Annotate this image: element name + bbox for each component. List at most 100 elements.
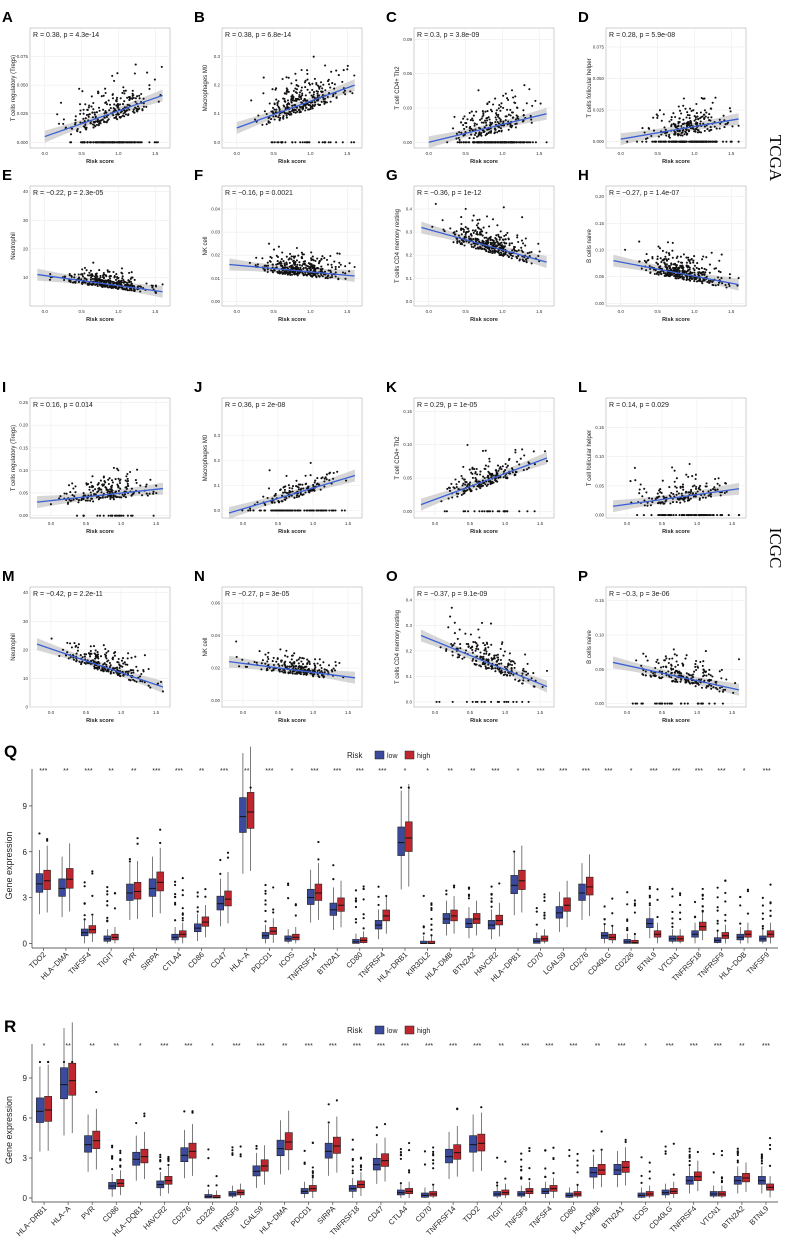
data-point bbox=[498, 117, 501, 120]
data-point bbox=[511, 471, 514, 474]
data-point bbox=[631, 702, 634, 705]
data-point bbox=[86, 496, 89, 500]
data-point bbox=[105, 651, 108, 654]
data-point bbox=[719, 122, 722, 125]
panel-letter: A bbox=[2, 9, 13, 26]
data-point bbox=[323, 477, 326, 480]
data-point bbox=[81, 656, 84, 659]
data-point bbox=[321, 509, 324, 512]
data-point bbox=[474, 132, 477, 135]
data-point bbox=[678, 266, 681, 269]
data-point bbox=[484, 134, 487, 137]
data-point bbox=[497, 113, 500, 116]
data-point bbox=[459, 242, 462, 245]
data-point bbox=[479, 245, 482, 249]
data-point bbox=[675, 277, 678, 280]
data-point bbox=[289, 110, 292, 113]
data-point bbox=[468, 468, 471, 471]
data-point bbox=[471, 648, 474, 651]
data-point bbox=[693, 271, 696, 274]
data-point bbox=[475, 467, 478, 471]
data-point bbox=[295, 106, 298, 109]
data-point bbox=[301, 141, 304, 144]
data-point bbox=[313, 664, 317, 667]
data-point bbox=[99, 479, 102, 482]
data-point bbox=[257, 114, 260, 117]
data-point bbox=[110, 286, 113, 289]
data-point bbox=[96, 284, 99, 288]
panel-letter: J bbox=[194, 379, 202, 396]
data-point bbox=[482, 121, 485, 124]
y-tick-label: 0.1 bbox=[406, 674, 413, 679]
x-tick-label: 0.5 bbox=[467, 710, 474, 715]
data-point bbox=[728, 107, 731, 110]
data-point bbox=[500, 669, 503, 672]
data-point bbox=[656, 258, 659, 261]
x-tick-label: 1.5 bbox=[345, 521, 352, 526]
y-tick-label: 0.04 bbox=[211, 207, 220, 212]
data-point bbox=[96, 653, 99, 656]
data-point bbox=[657, 273, 660, 276]
data-point bbox=[260, 668, 263, 671]
data-point bbox=[655, 702, 658, 705]
data-point bbox=[304, 94, 307, 97]
data-point bbox=[657, 135, 660, 138]
data-point bbox=[304, 109, 307, 112]
data-point bbox=[502, 470, 506, 473]
data-point bbox=[329, 254, 332, 258]
data-point bbox=[291, 672, 294, 675]
data-point bbox=[62, 118, 65, 121]
data-point bbox=[534, 99, 537, 102]
x-tick-label: 1.0 bbox=[307, 151, 314, 156]
data-point bbox=[298, 93, 301, 97]
data-point bbox=[488, 225, 491, 228]
data-point bbox=[714, 284, 717, 287]
data-point bbox=[311, 101, 314, 104]
data-point bbox=[105, 488, 108, 491]
x-tick-label: 0.5 bbox=[659, 710, 666, 715]
data-point bbox=[475, 647, 478, 650]
data-point bbox=[102, 644, 105, 647]
data-point bbox=[709, 674, 712, 677]
data-point bbox=[319, 103, 322, 106]
data-point bbox=[280, 271, 283, 274]
data-point bbox=[477, 222, 480, 225]
data-point bbox=[142, 97, 145, 100]
data-point bbox=[325, 258, 329, 261]
data-point bbox=[325, 473, 328, 476]
regression-line bbox=[428, 113, 547, 143]
data-point bbox=[532, 672, 535, 675]
data-point bbox=[277, 509, 280, 512]
data-point bbox=[143, 681, 146, 684]
data-point bbox=[125, 109, 128, 112]
data-point bbox=[676, 663, 680, 667]
data-point bbox=[299, 268, 302, 271]
data-point bbox=[483, 700, 486, 703]
data-point bbox=[668, 657, 671, 660]
data-point bbox=[685, 654, 688, 657]
data-point bbox=[660, 133, 663, 136]
data-point bbox=[464, 207, 467, 210]
data-point bbox=[473, 468, 476, 471]
stat-label: R = 0.3, p = 3.8e-09 bbox=[417, 32, 479, 39]
data-point bbox=[309, 104, 312, 107]
data-point bbox=[455, 137, 458, 140]
data-point bbox=[309, 107, 312, 111]
data-point bbox=[263, 509, 266, 512]
data-point bbox=[320, 670, 323, 673]
data-point bbox=[496, 653, 499, 656]
data-point bbox=[485, 484, 488, 487]
data-point bbox=[343, 89, 347, 92]
data-point bbox=[303, 672, 306, 676]
data-point bbox=[284, 107, 287, 110]
data-point bbox=[489, 141, 492, 144]
data-point bbox=[255, 256, 258, 259]
data-point bbox=[130, 514, 133, 517]
data-point bbox=[294, 667, 297, 670]
data-point bbox=[671, 657, 674, 660]
data-point bbox=[470, 245, 473, 248]
data-point bbox=[702, 122, 705, 125]
data-point bbox=[297, 667, 300, 670]
data-point bbox=[724, 482, 727, 485]
data-point bbox=[331, 82, 334, 85]
